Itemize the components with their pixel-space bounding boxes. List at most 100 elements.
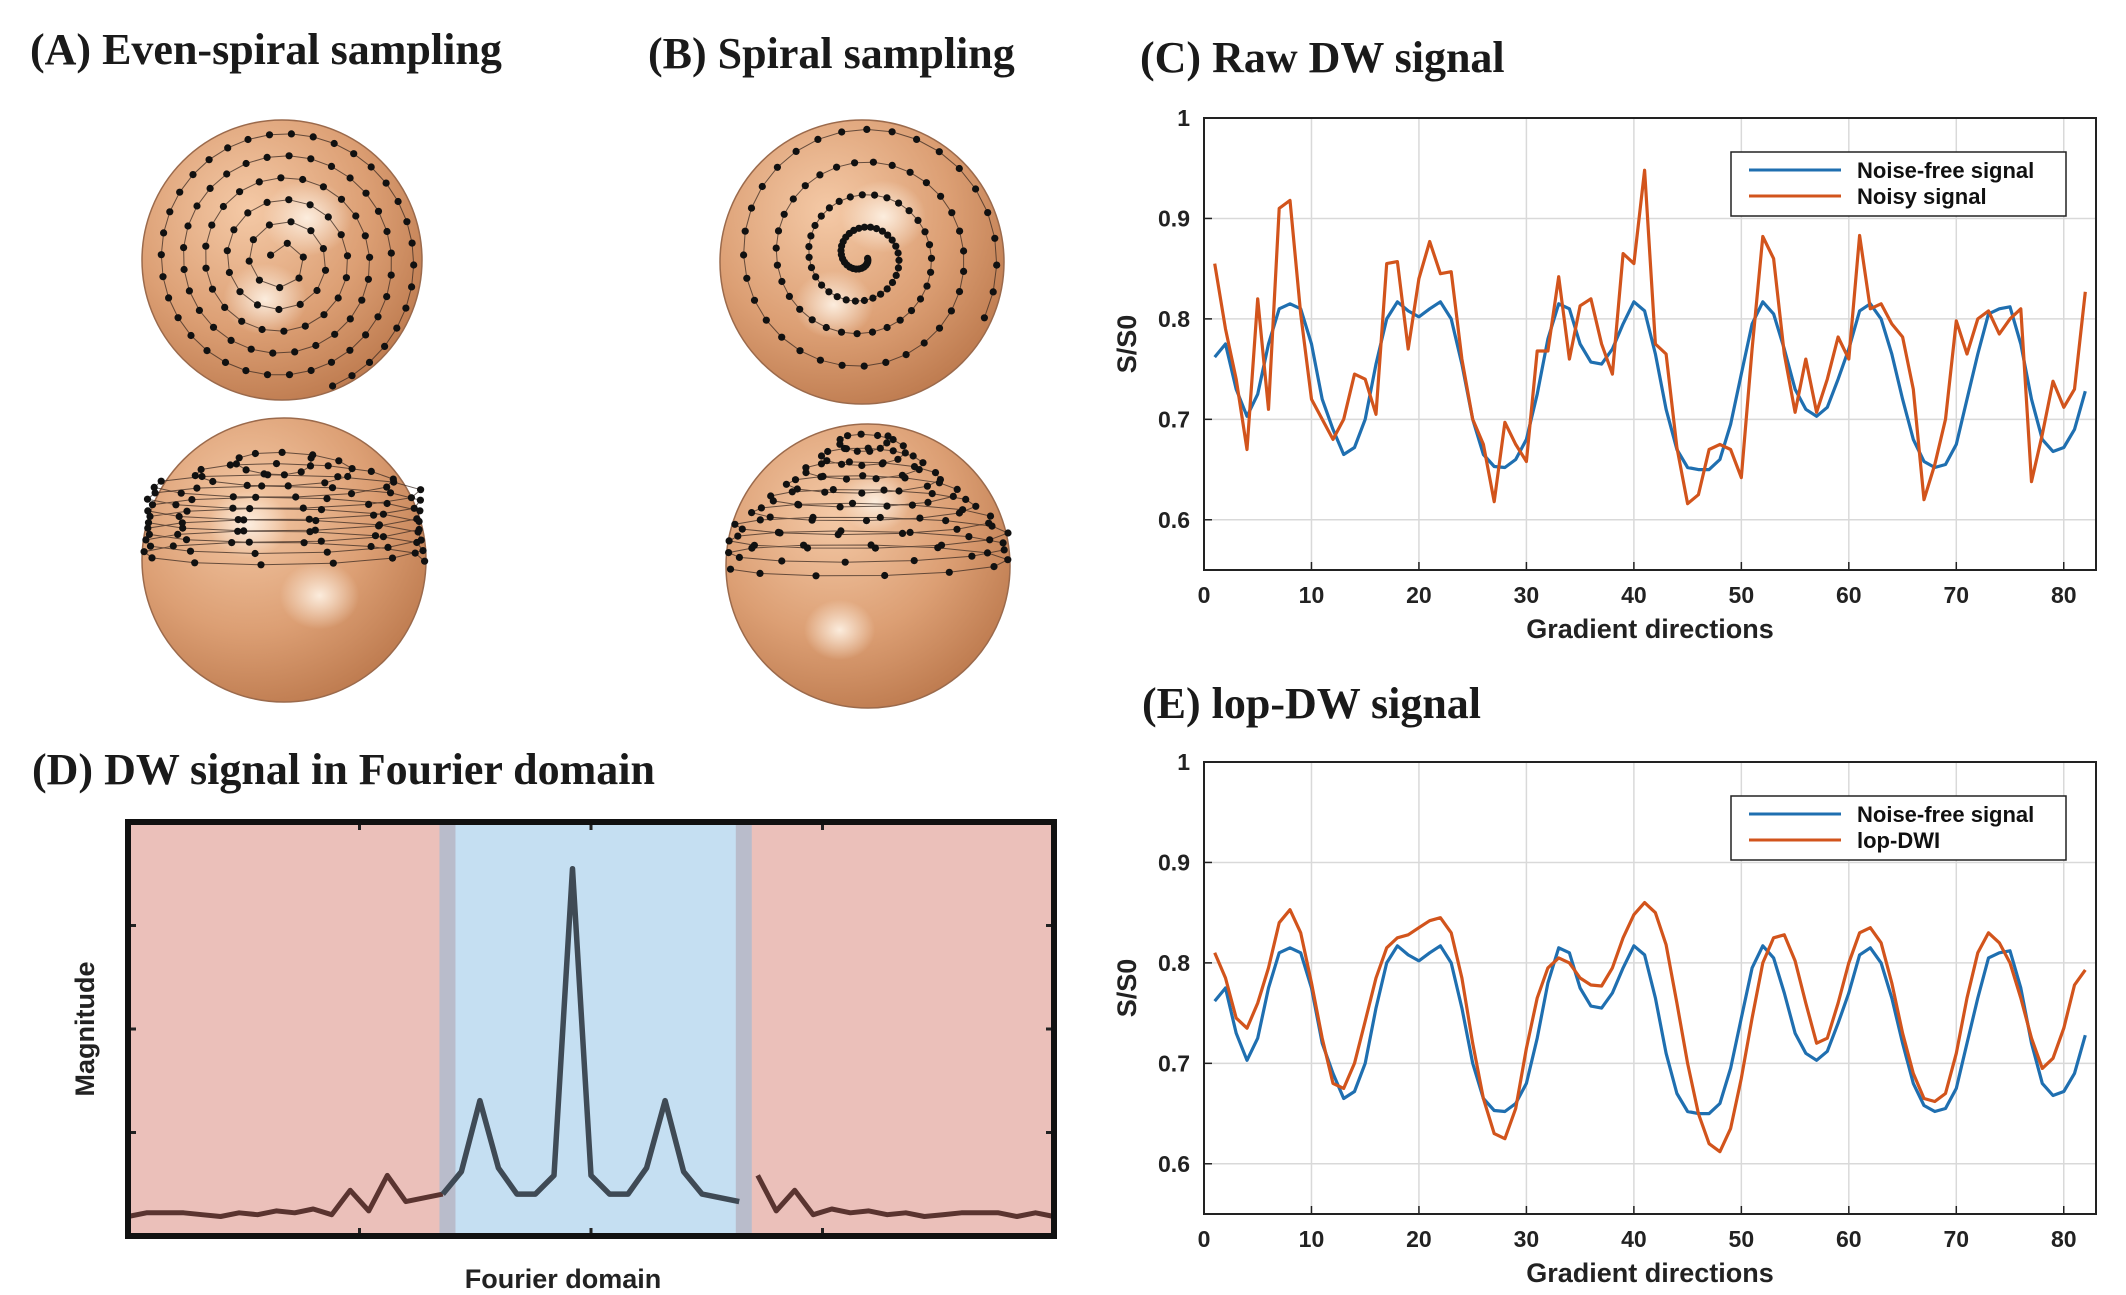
spiral-top-point — [883, 194, 891, 202]
even-spiral-side-point — [280, 471, 288, 479]
even-spiral-side-view — [140, 417, 429, 703]
even-spiral-top-point — [244, 135, 252, 144]
lop-x-tick-label: 20 — [1406, 1226, 1432, 1252]
spiral-top-point — [927, 268, 935, 276]
even-spiral-top-point — [208, 221, 216, 229]
spiral-top-point — [927, 254, 936, 262]
spiral-side-point — [1000, 546, 1008, 554]
spiral-top-point — [838, 128, 846, 136]
even-spiral-side-point — [306, 462, 315, 470]
spiral-side-point — [837, 527, 845, 535]
even-spiral-top-point — [352, 212, 360, 220]
even-spiral-top-point — [202, 264, 210, 272]
even-spiral-side-point — [321, 479, 329, 487]
even-spiral-top-point — [320, 311, 328, 319]
even-spiral-top-point — [362, 331, 370, 339]
even-spiral-side-point — [228, 539, 236, 547]
even-spiral-side-point — [150, 483, 158, 491]
spiral-top-point — [914, 216, 922, 224]
spiral-side-point — [908, 501, 917, 509]
spiral-side-point — [794, 500, 802, 508]
even-spiral-top-point — [280, 327, 288, 335]
spiral-side-point — [840, 444, 849, 453]
even-spiral-top-point — [382, 179, 390, 187]
fourier-x-axis-label: Fourier domain — [465, 1264, 662, 1294]
spiral-top-point — [888, 128, 896, 136]
fourier-plot-frame — [125, 819, 1057, 1239]
spiral-side-point — [817, 452, 826, 460]
even-spiral-top-point — [223, 247, 231, 255]
even-spiral-side-point — [146, 542, 155, 550]
panel-b-title: (B) Spiral sampling — [648, 29, 1015, 78]
spiral-top-point — [892, 271, 900, 279]
even-spiral-top-point — [195, 306, 203, 314]
even-spiral-side-point — [242, 466, 250, 474]
even-spiral-side-point — [251, 549, 259, 558]
even-spiral-side-point — [148, 501, 157, 509]
even-spiral-side-point — [421, 557, 429, 565]
spiral-side-point — [845, 458, 854, 466]
spiral-side-point — [1004, 529, 1012, 537]
spiral-top-point — [807, 264, 816, 272]
spiral-top-point — [894, 249, 902, 257]
even-spiral-top-point — [309, 133, 317, 141]
spiral-side-point — [959, 506, 967, 514]
even-spiral-top-point — [346, 315, 354, 323]
spiral-side-point — [817, 460, 826, 468]
fourier-spectrum-high-right — [755, 1174, 1055, 1219]
spiral-top-point — [773, 163, 782, 171]
spiral-top-point — [774, 227, 783, 235]
lop-dw-signal-chart: 0 10 20 30 40 50 60 70 80 0.6 0.7 0.8 0.9 1 Gradient d… — [1112, 749, 2097, 1288]
even-spiral-side-point — [198, 472, 206, 481]
lop-x-tick-label: 10 — [1299, 1226, 1325, 1252]
spiral-side-point — [836, 435, 844, 444]
even-spiral-side-point — [272, 460, 281, 468]
even-spiral-side-point — [410, 504, 418, 512]
even-spiral-top-point — [255, 178, 263, 186]
spiral-top-point — [758, 182, 766, 191]
even-spiral-top-point — [263, 153, 271, 161]
even-spiral-side-point — [246, 505, 254, 513]
spiral-top-point — [773, 261, 782, 269]
even-spiral-side-point — [414, 528, 422, 536]
spiral-top-view — [719, 119, 1005, 405]
even-spiral-top-point — [242, 367, 250, 375]
spiral-side-view-body — [725, 423, 1011, 709]
even-spiral-top-point — [387, 249, 395, 257]
even-spiral-side-point — [370, 511, 378, 519]
even-spiral-top-point — [307, 155, 315, 163]
spiral-top-point — [833, 163, 841, 171]
even-spiral-top-point — [321, 266, 330, 274]
even-spiral-side-point — [264, 471, 272, 479]
spiral-top-point — [872, 225, 881, 233]
spiral-top-point — [892, 242, 900, 250]
fourier-spectrum-high-left — [127, 1172, 444, 1219]
spiral-side-point — [919, 459, 927, 467]
even-spiral-side-point — [234, 527, 242, 535]
even-spiral-top-point — [275, 305, 283, 314]
raw-x-tick-label: 60 — [1836, 582, 1862, 608]
spiral-side-point — [988, 522, 996, 530]
spiral-top-point — [896, 316, 904, 324]
even-spiral-top-point — [245, 257, 253, 265]
even-spiral-side-point — [144, 507, 152, 515]
spiral-top-point — [837, 328, 846, 336]
even-spiral-side-point — [305, 515, 313, 523]
even-spiral-top-point — [285, 371, 294, 379]
even-spiral-top-point — [276, 284, 284, 292]
even-spiral-side-point — [348, 465, 356, 473]
even-spiral-side-point — [335, 457, 343, 465]
spiral-side-point — [774, 528, 783, 537]
raw-legend-box — [1730, 151, 2067, 217]
even-spiral-top-view-highlight — [223, 263, 308, 335]
spiral-top-point — [778, 277, 786, 286]
even-spiral-side-point — [169, 542, 177, 550]
even-spiral-top-point — [307, 227, 315, 235]
spiral-side-point — [841, 558, 849, 566]
even-spiral-side-point — [252, 493, 260, 501]
fourier-domain-chart: Fourier domain Magnitude — [70, 819, 1057, 1294]
spiral-side-point — [725, 549, 733, 557]
spiral-top-point — [808, 316, 816, 324]
even-spiral-top-point — [184, 222, 192, 230]
high-frequency-band-left — [128, 822, 448, 1236]
